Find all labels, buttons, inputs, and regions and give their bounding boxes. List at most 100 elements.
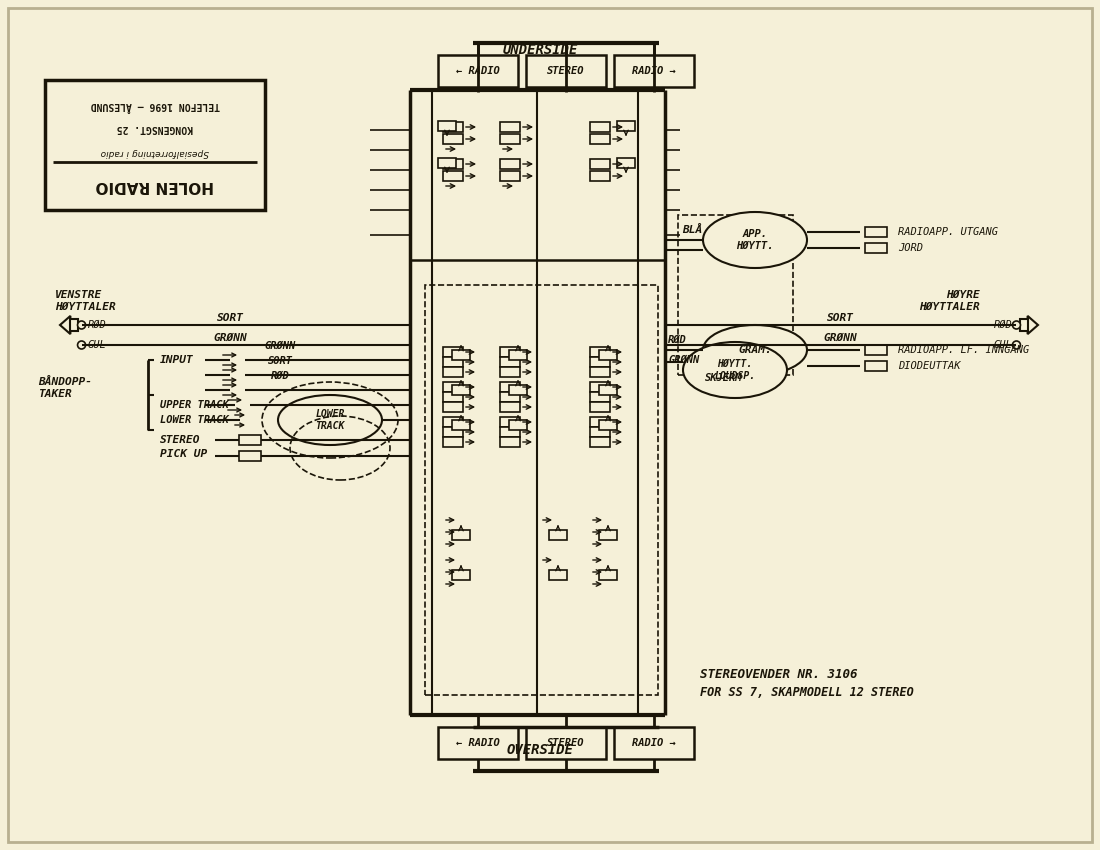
Text: RADIO →: RADIO → (632, 738, 675, 748)
Text: RADIO →: RADIO → (632, 66, 675, 76)
Bar (443, 392, 463, 402)
Bar (438, 727, 518, 759)
Bar (452, 530, 470, 540)
Bar (600, 385, 617, 395)
Bar (549, 570, 566, 580)
Bar (500, 159, 520, 169)
Circle shape (77, 321, 86, 329)
Bar (443, 437, 463, 447)
Bar (600, 570, 617, 580)
Polygon shape (60, 316, 70, 334)
Bar (239, 435, 261, 445)
Bar (438, 158, 456, 168)
Text: GUL: GUL (88, 340, 107, 350)
Bar (590, 159, 610, 169)
Bar (443, 402, 463, 412)
Bar (452, 570, 470, 580)
Circle shape (77, 341, 86, 349)
Text: ← RADIO: ← RADIO (456, 738, 499, 748)
Bar (500, 402, 520, 412)
Bar (865, 227, 887, 237)
Bar (590, 437, 610, 447)
Text: ← RADIO: ← RADIO (456, 66, 499, 76)
Bar (500, 347, 520, 357)
Ellipse shape (703, 325, 807, 375)
Bar (600, 420, 617, 430)
Text: SKJERM: SKJERM (705, 373, 742, 383)
Bar (590, 347, 610, 357)
Text: GRØNN: GRØNN (213, 333, 246, 343)
Bar (865, 345, 887, 355)
Bar (500, 134, 520, 144)
Text: OVERSIDE: OVERSIDE (506, 743, 573, 757)
Bar (1021, 319, 1027, 331)
Bar (500, 392, 520, 402)
Text: RØD: RØD (993, 320, 1012, 330)
Bar (443, 347, 463, 357)
Ellipse shape (683, 342, 786, 398)
Bar (443, 134, 463, 144)
Bar (452, 350, 470, 360)
Text: SORT: SORT (217, 313, 243, 323)
Bar (865, 361, 887, 371)
Bar (500, 357, 520, 367)
Text: LOWER TRACK: LOWER TRACK (160, 415, 229, 425)
Text: BLÅ: BLÅ (682, 225, 702, 235)
Text: HØYTT.
LOUDSP.: HØYTT. LOUDSP. (714, 360, 756, 381)
Bar (590, 122, 610, 132)
Text: PICK UP: PICK UP (160, 449, 207, 459)
Text: STEREO: STEREO (160, 435, 200, 445)
Bar (617, 121, 635, 131)
Bar (438, 121, 456, 131)
Bar (500, 382, 520, 392)
Text: UNDERSIDE: UNDERSIDE (503, 43, 578, 57)
Bar (526, 727, 606, 759)
Text: RADIOAPP. LF. INNGANG: RADIOAPP. LF. INNGANG (898, 345, 1030, 355)
Bar (678, 215, 793, 375)
Bar (443, 427, 463, 437)
Text: SORT: SORT (267, 356, 293, 366)
Bar (443, 367, 463, 377)
Bar (443, 159, 463, 169)
Bar (443, 122, 463, 132)
Bar (500, 122, 520, 132)
Bar (600, 530, 617, 540)
Text: SORT: SORT (826, 313, 854, 323)
Bar (500, 427, 520, 437)
Bar (590, 417, 610, 427)
Bar (443, 357, 463, 367)
Bar (614, 727, 694, 759)
Text: HØYRE: HØYRE (946, 290, 980, 300)
Text: STEREO: STEREO (548, 738, 585, 748)
Text: RØD: RØD (271, 371, 289, 381)
Text: RØD: RØD (88, 320, 107, 330)
Bar (500, 437, 520, 447)
Text: INPUT: INPUT (160, 355, 194, 365)
Bar (526, 55, 606, 87)
Bar (617, 158, 635, 168)
Bar (443, 171, 463, 181)
Bar (590, 357, 610, 367)
Text: LOWER
TRACK: LOWER TRACK (316, 409, 344, 431)
Bar (509, 350, 527, 360)
Bar (500, 417, 520, 427)
Text: RØD: RØD (668, 335, 686, 345)
Bar (500, 171, 520, 181)
Bar (590, 171, 610, 181)
Text: JORD: JORD (898, 243, 923, 253)
Bar (438, 55, 518, 87)
Text: KONGENSGT. 25: KONGENSGT. 25 (117, 123, 194, 133)
Ellipse shape (703, 212, 807, 268)
Bar (590, 402, 610, 412)
Text: HOLEN RADIO: HOLEN RADIO (96, 178, 214, 192)
Text: HØYTTALER: HØYTTALER (920, 302, 980, 312)
Ellipse shape (278, 395, 382, 445)
Text: UPPER TRACK: UPPER TRACK (160, 400, 229, 410)
Bar (452, 385, 470, 395)
Bar (443, 382, 463, 392)
Text: GRØNN: GRØNN (823, 333, 857, 343)
Text: STEREOVENDER NR. 3106: STEREOVENDER NR. 3106 (700, 668, 858, 682)
Bar (509, 385, 527, 395)
Bar (590, 134, 610, 144)
Bar (239, 451, 261, 461)
